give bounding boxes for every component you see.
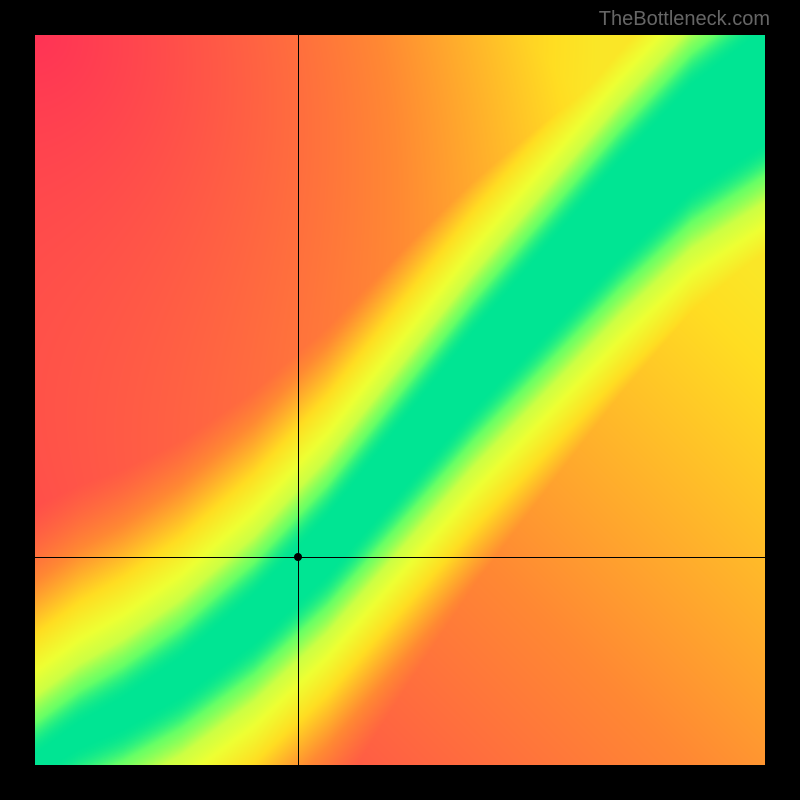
watermark-text: TheBottleneck.com xyxy=(599,8,770,31)
crosshair-vertical xyxy=(298,35,299,765)
bottleneck-heatmap xyxy=(35,35,765,765)
crosshair-horizontal xyxy=(35,557,765,558)
heatmap-canvas xyxy=(35,35,765,765)
data-point-marker xyxy=(294,553,302,561)
